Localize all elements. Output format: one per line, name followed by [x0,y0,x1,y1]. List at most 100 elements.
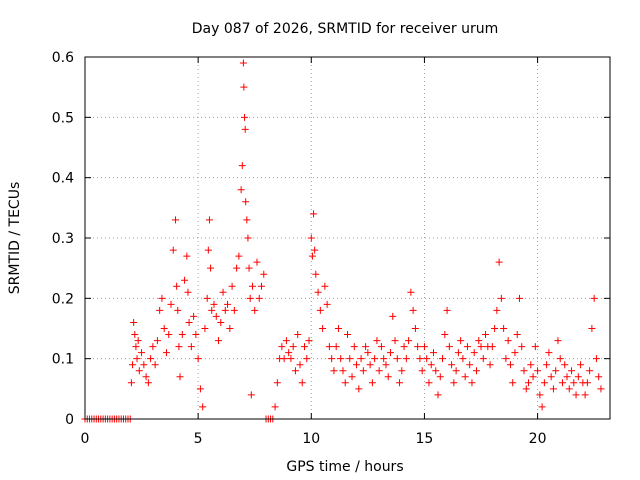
data-point [536,391,544,399]
axis-ticks [84,56,610,420]
data-point [429,349,437,357]
y-tick-label: 0.4 [52,171,74,187]
data-point [371,355,379,363]
data-point [328,355,336,363]
data-point [563,373,571,381]
data-point [493,306,501,314]
data-point [176,373,184,381]
data-point [301,343,309,351]
data-point [375,367,383,375]
data-point [477,343,485,351]
data-point [359,367,367,375]
data-point [574,373,582,381]
data-point [321,282,329,290]
data-point [228,282,236,290]
data-point [253,258,261,266]
data-point [219,288,227,296]
y-tick-labels: 0 0.1 0.2 0.3 0.4 0.5 0.6 [52,50,74,428]
data-point [588,325,596,332]
data-point [515,294,523,302]
data-point [572,391,580,399]
data-point [196,385,204,393]
data-point [407,288,415,296]
data-point [237,186,245,194]
data-point [294,331,302,339]
data-point [204,246,212,254]
y-tick-label: 0.1 [52,352,74,368]
data-point [208,306,216,314]
data-point [185,318,193,326]
data-point [192,331,200,339]
data-point [344,331,351,339]
data-point [400,343,408,351]
data-point [475,337,483,345]
data-point [133,355,141,363]
data-point [386,349,394,357]
data-point [325,343,333,351]
data-point [287,355,295,363]
data-point [384,373,392,381]
data-point [513,331,521,339]
x-tick-label: 20 [529,431,547,447]
data-point [543,361,551,369]
data-point [149,343,157,351]
data-point [583,379,591,387]
data-point [472,367,480,375]
data-point [491,325,499,332]
data-point [348,373,356,381]
data-point [405,337,413,345]
data-point [466,361,474,369]
data-point [357,355,365,363]
data-point [558,379,566,387]
data-point [307,234,315,242]
data-point [463,343,471,351]
data-point [416,355,424,363]
data-point [353,361,361,369]
data-point [312,270,320,278]
data-point [434,391,442,399]
data-point [160,325,168,332]
data-point [165,331,173,339]
data-point [445,343,453,351]
data-point [205,216,213,224]
data-point [522,385,530,393]
data-point [355,385,363,393]
data-point [255,294,263,302]
y-tick-label: 0.3 [52,231,74,247]
data-point [339,367,347,375]
y-tick-label: 0.2 [52,291,74,307]
data-point [308,252,316,260]
data-point [147,355,155,363]
data-point [482,331,490,339]
data-point [511,349,519,357]
data-point [534,367,542,375]
data-point [167,300,175,308]
data-point [377,343,385,351]
data-point [296,361,304,369]
data-point [486,361,494,369]
data-point [436,373,444,381]
data-point [303,355,311,363]
data-point [172,216,180,224]
data-point [169,246,177,254]
data-point [495,258,503,266]
data-point [497,294,505,302]
data-point [398,367,406,375]
data-point [235,252,243,260]
y-axis-label: SRMTID / TECUs [7,182,23,295]
data-point [396,379,404,387]
data-point [418,367,426,375]
data-point [470,349,478,357]
data-point [134,337,142,345]
data-point [420,343,428,351]
data-point [178,331,186,339]
data-point [245,264,253,272]
data-point [459,355,467,363]
data-point [366,361,374,369]
data-point [282,337,290,345]
data-point [402,355,410,363]
data-point [260,270,268,278]
data-point [454,349,462,357]
